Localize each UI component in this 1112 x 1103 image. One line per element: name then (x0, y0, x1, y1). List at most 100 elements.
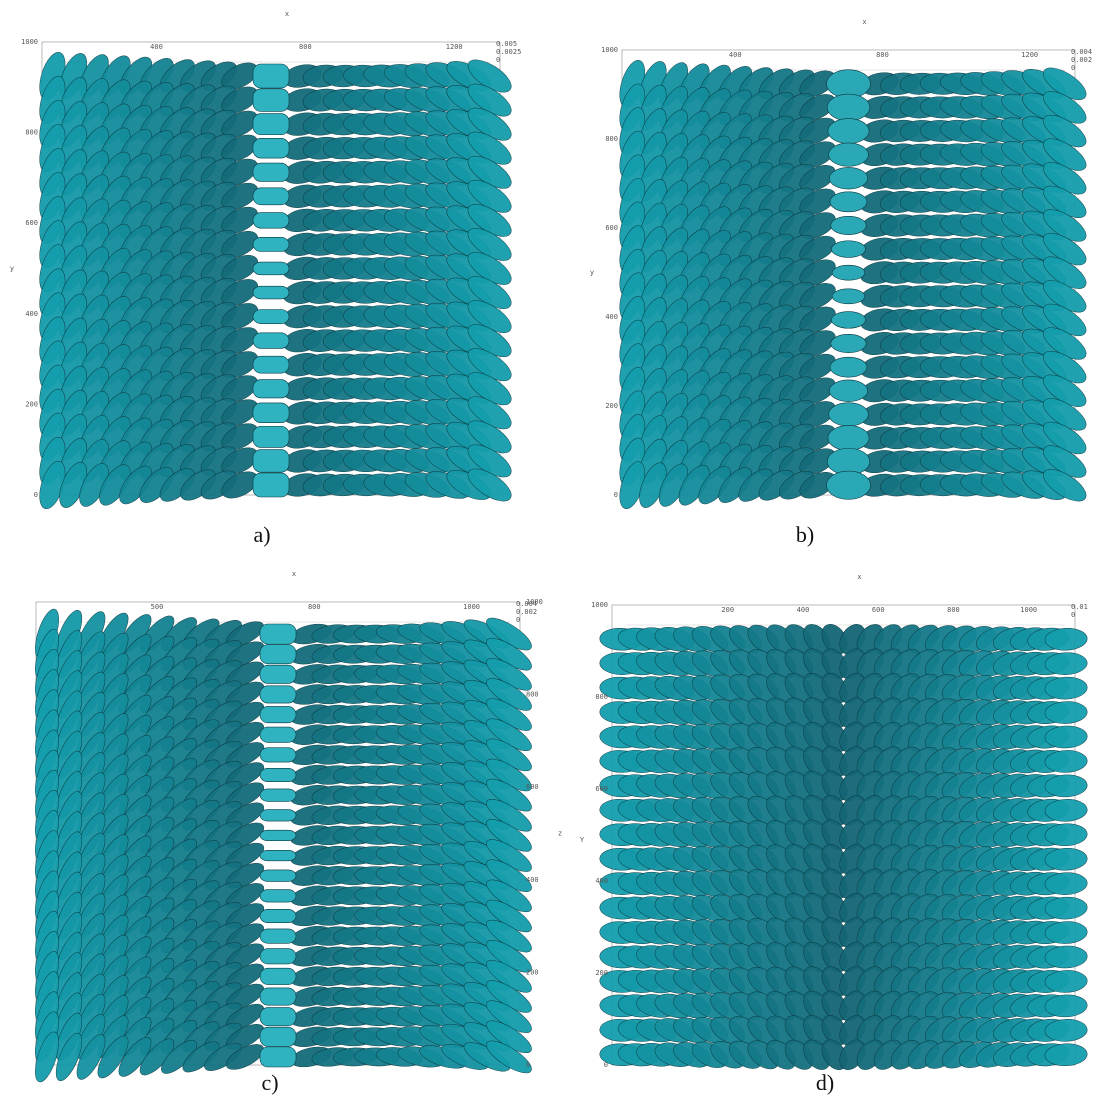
glyph (221, 230, 259, 258)
side-tick-label: 0 (604, 1061, 608, 1069)
glyph (221, 182, 259, 210)
glyph (1044, 701, 1088, 724)
caption: c) (261, 1070, 278, 1095)
center-glyph (828, 142, 869, 167)
center-glyph (252, 425, 290, 448)
center-glyph (252, 379, 290, 399)
center-glyph (259, 869, 297, 882)
center-glyph (259, 908, 297, 923)
glyph (1044, 823, 1088, 847)
z-tick-label: 0.002 (1071, 56, 1092, 64)
caption: d) (816, 1070, 834, 1095)
center-glyph (259, 967, 297, 985)
top-tick-label: 1000 (1020, 606, 1037, 614)
glyph (799, 401, 836, 428)
center-glyph (252, 237, 290, 252)
center-glyph (259, 768, 297, 783)
center-glyph (252, 212, 290, 229)
side-tick-label: 1000 (21, 38, 38, 46)
glyph (799, 353, 836, 381)
glyph (221, 279, 259, 306)
glyph (221, 327, 259, 355)
center-glyph (831, 311, 866, 329)
glyph (467, 468, 512, 502)
center-glyph (829, 356, 868, 378)
center-glyph (252, 63, 290, 89)
center-glyph (827, 425, 870, 451)
top-tick-label: 800 (308, 603, 321, 611)
glyph (1044, 896, 1088, 920)
side-tick-label: 200 (595, 969, 608, 977)
axis-title: x (857, 573, 861, 581)
glyph (1044, 750, 1088, 773)
center-glyph (259, 1026, 297, 1047)
center-glyph (252, 449, 290, 473)
center-glyph (259, 889, 297, 903)
glyph (1044, 725, 1088, 749)
side-tick-label: 200 (25, 400, 38, 408)
side-tick-label: 800 (25, 129, 38, 137)
z-tick-label: 0.005 (496, 40, 517, 48)
top-tick-label: 800 (876, 51, 889, 59)
side-tick-label: 200 (605, 402, 618, 410)
glyph (1044, 1043, 1088, 1067)
center-glyph (252, 309, 290, 324)
z-tick-label: 0.004 (1071, 48, 1092, 56)
panel: x y 400 800 1200 1000 800 600 400 200 0 0.0050.0025… (10, 10, 521, 547)
center-glyph (831, 240, 866, 258)
glyph (799, 165, 836, 192)
glyph (1044, 799, 1088, 822)
glyph (221, 206, 259, 234)
center-glyph (826, 93, 871, 122)
top-tick-label: 400 (797, 606, 810, 614)
glyph (799, 188, 836, 216)
center-glyph (252, 113, 290, 136)
center-glyph (259, 1007, 297, 1027)
center-glyph (829, 379, 868, 402)
glyph (799, 377, 836, 404)
y-label: y (590, 269, 594, 277)
side-tick-label: 200 (526, 968, 539, 976)
side-tick-label: 400 (605, 313, 618, 321)
center-glyph (259, 829, 297, 842)
glyph (97, 1035, 129, 1079)
center-glyph (252, 187, 290, 206)
center-glyph (259, 623, 297, 645)
top-tick-label: 500 (151, 603, 164, 611)
center-glyph (259, 747, 297, 763)
glyph (221, 375, 259, 403)
center-glyph (259, 849, 297, 862)
center-glyph (259, 644, 297, 665)
center-glyph (827, 118, 870, 144)
axis-title: x (862, 18, 866, 26)
glyph (799, 259, 836, 286)
center-glyph (259, 685, 297, 704)
center-glyph (259, 788, 297, 802)
center-glyph (830, 216, 867, 235)
glyph (221, 351, 259, 379)
side-tick-label: 400 (25, 310, 38, 318)
side-tick-label: 400 (526, 876, 539, 884)
glyph (799, 141, 836, 168)
center-glyph (259, 706, 297, 724)
z-tick-label: 0.01 (1071, 603, 1088, 611)
glyph (799, 330, 836, 357)
center-glyph (829, 167, 868, 190)
glyph (1044, 627, 1088, 651)
center-glyph (259, 928, 297, 944)
glyph (55, 1032, 83, 1081)
side-tick-label: 1000 (601, 46, 618, 54)
center-glyph (252, 162, 290, 182)
glyph (1044, 774, 1088, 798)
glyph (799, 212, 836, 239)
top-tick-label: 800 (299, 43, 312, 51)
side-tick-label: 800 (605, 135, 618, 143)
glyph (1043, 469, 1087, 502)
glyph (486, 1040, 532, 1074)
glyph (221, 255, 259, 282)
center-glyph (252, 261, 290, 276)
glyph (76, 1034, 106, 1080)
z-tick-label: 0 (496, 56, 500, 64)
